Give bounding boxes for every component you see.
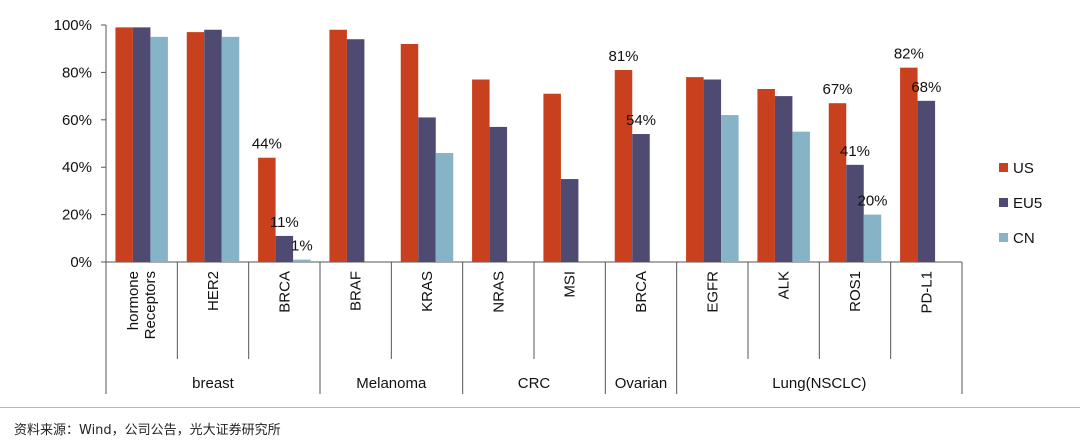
category-label: MSI	[562, 271, 579, 298]
bar-eu5	[489, 126, 508, 262]
bar-us	[186, 32, 205, 262]
legend-label-cn: CN	[1013, 230, 1035, 247]
bar-us	[757, 88, 775, 263]
category-label: KRAS	[419, 271, 436, 312]
bar-us	[400, 43, 419, 263]
bar-us	[329, 29, 347, 262]
group-label: breast	[192, 375, 235, 392]
y-tick-label: 60%	[62, 112, 92, 129]
legend-swatch-us	[999, 163, 1008, 172]
data-label: 20%	[857, 193, 887, 210]
bar-us	[614, 70, 633, 262]
data-label: 41%	[840, 143, 870, 160]
chart-area: 0% 20% 40% 60% 80% 100% 44% 11% 1% 81% 54% 67% 41% 20…	[54, 17, 1042, 394]
category-label: HER2	[205, 271, 222, 311]
category-label: hormone	[125, 271, 142, 330]
y-tick-label: 40%	[62, 159, 92, 176]
group-label: Melanoma	[356, 375, 427, 392]
bar-us	[258, 157, 276, 262]
data-label: 1%	[291, 238, 313, 255]
category-label: BRCA	[633, 271, 650, 313]
bar-eu5	[346, 39, 365, 262]
bar-cn	[150, 36, 168, 262]
category-label: NRAS	[490, 271, 507, 313]
legend-swatch-eu5	[999, 198, 1008, 207]
data-label: 11%	[270, 214, 299, 231]
data-label: 82%	[894, 46, 924, 63]
bar-eu5	[774, 96, 793, 262]
bar-us	[543, 93, 561, 262]
bar-eu5	[846, 164, 864, 262]
data-label: 81%	[608, 48, 638, 65]
bar-eu5	[418, 117, 436, 263]
data-label: 54%	[626, 112, 656, 129]
category-label: BRAF	[348, 271, 365, 311]
category-label: ALK	[776, 271, 793, 299]
legend-label-eu5: EU5	[1013, 195, 1042, 212]
group-label: Ovarian	[615, 375, 668, 392]
y-tick-label: 20%	[62, 207, 92, 224]
data-label: 67%	[822, 81, 852, 98]
source-divider	[0, 407, 1080, 408]
category-label: Receptors	[142, 271, 159, 339]
category-label: EGFR	[704, 271, 721, 313]
y-tick-label: 80%	[62, 64, 92, 81]
bar-cn	[863, 214, 882, 262]
bar-eu5	[275, 235, 294, 262]
bar-cn	[792, 131, 810, 262]
data-label: 44%	[252, 136, 282, 153]
bar-us	[472, 79, 490, 262]
data-label: 68%	[911, 79, 941, 96]
bar-eu5	[632, 134, 650, 262]
bar-cn	[721, 115, 739, 262]
y-tick-label: 100%	[54, 17, 92, 34]
group-label: Lung(NSCLC)	[772, 375, 866, 392]
bar-cn	[221, 36, 240, 262]
bar-eu5	[703, 79, 722, 262]
bar-us	[828, 103, 847, 263]
source-note: 资料来源：Wind，公司公告，光大证券研究所	[14, 423, 281, 438]
bar-eu5	[204, 29, 222, 262]
legend-label-us: US	[1013, 160, 1034, 177]
bar-us	[900, 67, 918, 262]
y-tick-label: 0%	[70, 254, 92, 271]
category-label: PD-L1	[918, 271, 935, 314]
bar-eu5	[560, 179, 579, 262]
bar-eu5	[132, 27, 151, 263]
legend-swatch-cn	[999, 233, 1008, 242]
category-label: ROS1	[847, 271, 864, 312]
bar-cn	[293, 259, 311, 262]
bar-chart: 0% 20% 40% 60% 80% 100% 44% 11% 1% 81% 54% 67% 41% 20…	[54, 17, 1042, 394]
group-label: CRC	[518, 375, 551, 392]
bar-cn	[435, 152, 454, 262]
bar-us	[115, 27, 133, 263]
bar-eu5	[917, 100, 936, 262]
category-label: BRCA	[276, 271, 293, 313]
bar-us	[686, 77, 704, 262]
